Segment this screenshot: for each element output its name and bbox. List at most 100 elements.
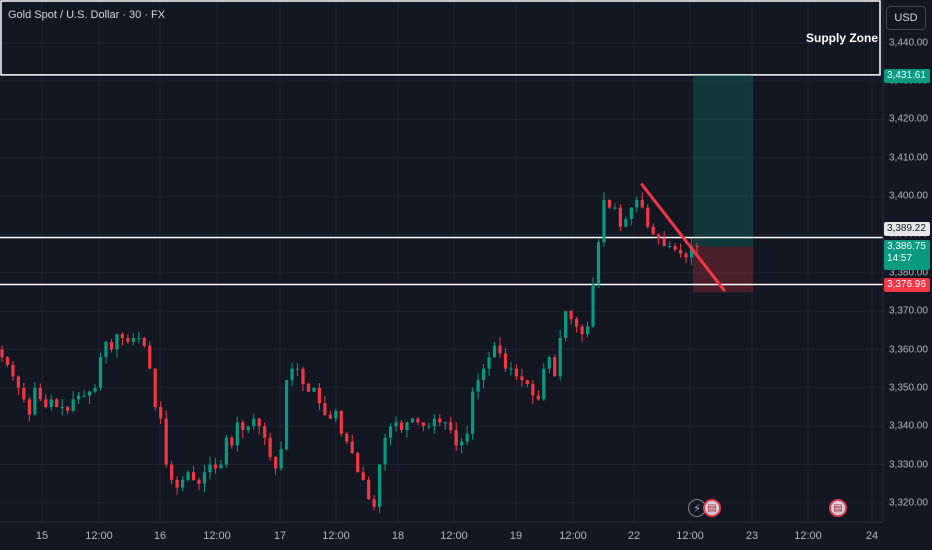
candle-body bbox=[580, 326, 584, 335]
stop-price-tag: 3,376.96 bbox=[884, 278, 930, 292]
last-price-tag: 3,386.75 14:57 bbox=[884, 240, 930, 270]
candle-body bbox=[569, 311, 573, 319]
candle-body bbox=[438, 418, 442, 423]
candle-body bbox=[263, 426, 267, 438]
candle-body bbox=[460, 441, 464, 446]
us-flag-icon[interactable]: ▤ bbox=[703, 499, 721, 517]
candle-body bbox=[131, 337, 135, 342]
candle-body bbox=[55, 399, 59, 408]
candle-body bbox=[564, 311, 568, 338]
supply-zone-box bbox=[0, 0, 881, 76]
candle-body bbox=[591, 284, 595, 327]
candle-body bbox=[120, 334, 124, 338]
candle-body bbox=[492, 345, 497, 358]
candle-body bbox=[82, 395, 86, 397]
x-tick-label: 18 bbox=[391, 530, 405, 542]
candle-body bbox=[49, 399, 53, 408]
candle-body bbox=[481, 368, 486, 381]
candle-body bbox=[531, 384, 535, 396]
candle-body bbox=[635, 199, 639, 208]
candle-body bbox=[695, 245, 699, 247]
candle-body bbox=[602, 199, 606, 243]
long-stop-zone bbox=[693, 246, 753, 293]
candle-body bbox=[317, 387, 322, 404]
x-tick-label: 12:00 bbox=[440, 530, 468, 542]
candle-body bbox=[657, 234, 661, 239]
candle-body bbox=[33, 387, 37, 415]
candle-body bbox=[607, 199, 612, 208]
candle-body bbox=[224, 437, 228, 465]
candle-body bbox=[640, 199, 644, 208]
candle-body bbox=[159, 407, 163, 419]
candle-body bbox=[328, 414, 332, 419]
candle-body bbox=[416, 418, 420, 423]
candle-body bbox=[613, 207, 617, 209]
x-tick-label: 23 bbox=[745, 530, 759, 542]
candle-body bbox=[678, 249, 683, 254]
candle-body bbox=[268, 437, 272, 457]
candle-body bbox=[219, 464, 223, 469]
candle-body bbox=[191, 472, 196, 480]
x-tick-label: 19 bbox=[509, 530, 523, 542]
candle-body bbox=[651, 226, 655, 235]
x-tick-label: 12:00 bbox=[203, 530, 231, 542]
candle-body bbox=[668, 245, 672, 247]
candle-body bbox=[624, 219, 628, 227]
candle-body bbox=[383, 437, 387, 465]
candle-body bbox=[618, 207, 622, 227]
candle-body bbox=[274, 456, 278, 469]
last-price-value: 3,386.75 bbox=[887, 241, 926, 252]
candle-body bbox=[5, 357, 10, 365]
candle-body bbox=[202, 472, 207, 484]
candle-body bbox=[542, 368, 546, 400]
candle-body bbox=[279, 449, 283, 469]
chart-grid bbox=[0, 0, 883, 522]
candle-body bbox=[87, 391, 92, 396]
candle-body bbox=[520, 376, 524, 381]
candle-body bbox=[547, 357, 551, 369]
candle-body bbox=[394, 422, 398, 427]
candle-body bbox=[170, 464, 174, 480]
candle-body bbox=[596, 242, 601, 285]
candle-body bbox=[93, 387, 97, 392]
candle-body bbox=[361, 472, 365, 480]
x-tick-label: 12:00 bbox=[794, 530, 822, 542]
candle-body bbox=[449, 422, 453, 431]
candle-body bbox=[306, 384, 311, 392]
candle-body bbox=[301, 368, 305, 385]
candle-body bbox=[27, 399, 31, 415]
candle-body bbox=[208, 464, 212, 473]
candle-body bbox=[142, 337, 146, 346]
candle-body bbox=[241, 422, 245, 431]
x-tick-label: 12:00 bbox=[559, 530, 587, 542]
candle-body bbox=[186, 472, 190, 480]
candle-body bbox=[443, 422, 447, 424]
candle-body bbox=[284, 380, 289, 450]
candle-body bbox=[71, 399, 75, 411]
y-tick-label: 3,330.00 bbox=[889, 459, 928, 471]
x-tick-label: 12:00 bbox=[676, 530, 704, 542]
x-tick-label: 15 bbox=[35, 530, 49, 542]
resistance-price-tag: 3,389.22 bbox=[884, 222, 930, 236]
candle-body bbox=[585, 326, 590, 335]
trendline bbox=[640, 183, 726, 292]
candle-body bbox=[323, 403, 327, 415]
candle-body bbox=[98, 357, 103, 388]
candle-body bbox=[503, 353, 508, 369]
candle-body bbox=[372, 499, 376, 507]
x-tick-label: 12:00 bbox=[322, 530, 350, 542]
candle-body bbox=[367, 479, 371, 500]
candle-body bbox=[104, 341, 108, 358]
candle-body bbox=[689, 245, 694, 258]
y-tick-label: 3,400.00 bbox=[889, 190, 928, 202]
y-tick-label: 3,370.00 bbox=[889, 305, 928, 317]
currency-button[interactable]: USD bbox=[886, 6, 926, 30]
us-flag-icon[interactable]: ▤ bbox=[829, 499, 847, 517]
candle-body bbox=[66, 407, 70, 411]
candle-body bbox=[77, 395, 81, 400]
candle-body bbox=[230, 437, 234, 446]
bar-countdown: 14:57 bbox=[887, 253, 913, 264]
candle-body bbox=[164, 418, 168, 465]
candle-body bbox=[137, 337, 141, 339]
